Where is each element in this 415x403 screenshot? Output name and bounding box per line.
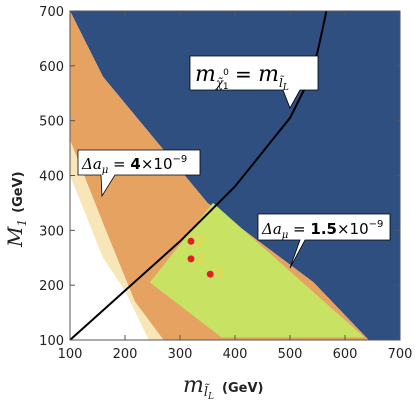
y-tick-label: 300 bbox=[39, 224, 64, 239]
x-tick-label: 400 bbox=[223, 347, 248, 362]
amu4-op: = bbox=[108, 155, 130, 173]
annotation-amu4: Δaμ = 4×10−9 bbox=[77, 149, 201, 198]
amu15-val: 1.5 bbox=[310, 220, 337, 238]
x-axis-unit: (GeV) bbox=[222, 381, 263, 396]
amu4-times: ×10 bbox=[141, 155, 173, 173]
y-tick-label: 700 bbox=[39, 5, 64, 20]
y-axis-variable: M bbox=[3, 226, 27, 248]
amu15-lhs: Δa bbox=[261, 220, 282, 238]
degeneracy-rhs: m bbox=[258, 62, 279, 87]
y-tick-label: 600 bbox=[39, 60, 64, 75]
benchmark-label-3: 3 bbox=[197, 252, 205, 267]
amu4-exp: −9 bbox=[172, 154, 187, 165]
plot-curves bbox=[70, 11, 328, 340]
y-tick-label: 200 bbox=[39, 279, 64, 294]
region-excluded bbox=[70, 11, 400, 340]
x-tick-label: 300 bbox=[168, 347, 193, 362]
y-tick-label: 400 bbox=[39, 170, 64, 185]
y-axis-ticks: 100 200 300 400 500 600 700 bbox=[39, 5, 400, 349]
amu4-lhs: Δa bbox=[81, 155, 102, 173]
degeneracy-rhs-sub2: L bbox=[282, 83, 289, 93]
x-axis-variable: m bbox=[183, 373, 204, 398]
svg-text:Δaμ = 4×10−9: Δaμ = 4×10−9 bbox=[81, 154, 187, 176]
x-tick-label: 500 bbox=[278, 347, 303, 362]
x-axis-subscript: l̃ bbox=[204, 383, 210, 400]
callout-amu4 bbox=[77, 149, 201, 198]
degeneracy-lhs-sub2: 1 bbox=[223, 82, 229, 92]
x-tick-label: 600 bbox=[333, 347, 358, 362]
degeneracy-rhs-sub: l̃ bbox=[279, 74, 284, 90]
svg-text:mχ̃01 = ml̃L: mχ̃0 1 = ml̃L bbox=[195, 62, 289, 93]
annotation-amu15: Δaμ = 1.5×10−9 bbox=[257, 213, 391, 269]
degeneracy-op: = bbox=[229, 62, 258, 86]
annotation-degeneracy: mχ̃0 1 = ml̃L bbox=[189, 55, 319, 109]
y-axis-label: M1 (GeV) bbox=[3, 171, 29, 248]
region-delta_a_mu_4e-9 bbox=[70, 11, 369, 340]
degeneracy-lhs: m bbox=[195, 62, 216, 87]
y-axis-subscript: 1 bbox=[15, 219, 29, 227]
amu4-val: 4 bbox=[130, 155, 140, 173]
callout-degeneracy bbox=[189, 55, 319, 109]
x-axis-label: ml̃L (GeV) bbox=[183, 373, 263, 402]
svg-text:Δaμ = 1.5×10−9: Δaμ = 1.5×10−9 bbox=[261, 219, 383, 241]
y-tick-label: 500 bbox=[39, 115, 64, 130]
region-delta_a_mu_1.5e-9 bbox=[149, 202, 365, 338]
benchmark-label-2: 2 bbox=[197, 234, 205, 249]
amu15-op: = bbox=[288, 220, 310, 238]
x-tick-label: 200 bbox=[113, 347, 138, 362]
degeneracy-lhs-sup: 0 bbox=[223, 68, 229, 78]
amu15-times: ×10 bbox=[337, 220, 369, 238]
callout-amu15 bbox=[257, 213, 391, 269]
plot-points: 1 2 3 bbox=[187, 234, 225, 282]
amu15-lhs-sub: μ bbox=[282, 230, 289, 241]
y-tick-label: 100 bbox=[39, 334, 64, 349]
y-axis-unit: (GeV) bbox=[11, 171, 26, 212]
benchmark-point-2 bbox=[187, 237, 195, 245]
x-tick-label: 100 bbox=[58, 347, 83, 362]
curve-m_chi_equals_m_slepton bbox=[70, 11, 328, 340]
x-axis-subscript2: L bbox=[207, 392, 214, 402]
benchmark-label-1: 1 bbox=[216, 267, 224, 282]
benchmark-point-1 bbox=[206, 270, 214, 278]
amu4-lhs-sub: μ bbox=[102, 165, 109, 176]
benchmark-point-3 bbox=[187, 255, 195, 263]
degeneracy-lhs-sub: χ̃ bbox=[215, 76, 224, 90]
x-axis-ticks: 100 200 300 400 500 600 700 bbox=[58, 11, 413, 362]
amu15-exp: −9 bbox=[369, 219, 384, 230]
plot-regions bbox=[70, 11, 400, 340]
x-tick-label: 700 bbox=[388, 347, 413, 362]
